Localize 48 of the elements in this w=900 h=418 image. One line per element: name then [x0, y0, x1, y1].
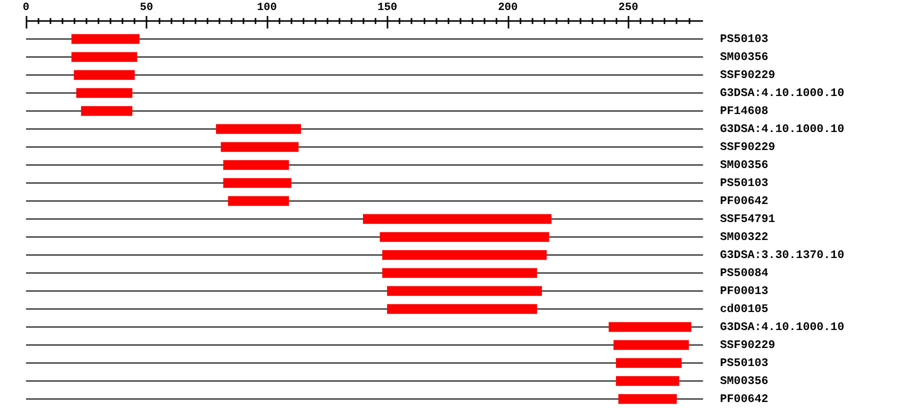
y-tick-label: PS50103: [720, 356, 768, 370]
bar: [362, 214, 552, 224]
x-tick-label: 150: [377, 2, 398, 14]
y-tick-label: G3DSA:4.10.1000.10: [720, 86, 844, 100]
bar: [71, 34, 140, 44]
y-tick-label: SM00322: [720, 230, 768, 244]
y-tick-label: SSF54791: [720, 212, 776, 226]
x-tick-label: 100: [257, 2, 277, 14]
x-tick-label: 200: [498, 2, 518, 14]
y-tick-label: cd00105: [720, 302, 768, 316]
y-tick-label: PF00642: [720, 194, 768, 208]
y-tick-label: G3DSA:3.30.1370.10: [720, 248, 844, 262]
x-tick-label: 250: [618, 2, 638, 14]
y-tick-label: G3DSA:4.10.1000.10: [720, 320, 844, 334]
bar: [616, 376, 680, 386]
bar: [228, 196, 289, 206]
bar: [220, 142, 299, 152]
y-tick-label: SSF90229: [720, 338, 776, 352]
y-tick-label: PS50103: [720, 176, 768, 190]
y-tick-label: SSF90229: [720, 140, 776, 154]
y-tick-label: PF00013: [720, 284, 768, 298]
bar: [81, 106, 132, 116]
bar: [387, 304, 538, 314]
bar: [614, 340, 689, 350]
bar: [76, 88, 132, 98]
bar: [380, 232, 550, 242]
y-tick-label: PF00642: [720, 392, 768, 406]
bar: [616, 358, 682, 368]
y-tick-label: SM00356: [720, 50, 768, 64]
bar: [74, 70, 135, 80]
y-tick-label: SM00356: [720, 158, 768, 172]
bar: [387, 286, 542, 296]
bar: [223, 178, 292, 188]
bar: [382, 250, 547, 260]
x-tick-label: 0: [22, 2, 30, 14]
y-tick-label: PS50084: [720, 266, 768, 280]
y-tick-label: G3DSA:4.10.1000.10: [720, 122, 844, 136]
bar: [223, 160, 289, 170]
y-tick-label: PS50103: [720, 32, 768, 46]
bar: [216, 124, 301, 134]
bar: [608, 322, 692, 332]
y-tick-label: SSF90229: [720, 68, 776, 82]
y-tick-label: SM00356: [720, 374, 768, 388]
bar: [382, 268, 538, 278]
bar: [71, 52, 138, 62]
y-tick-label: PF14608: [720, 104, 768, 118]
x-tick-label: 50: [140, 2, 154, 14]
bar: [618, 394, 677, 404]
